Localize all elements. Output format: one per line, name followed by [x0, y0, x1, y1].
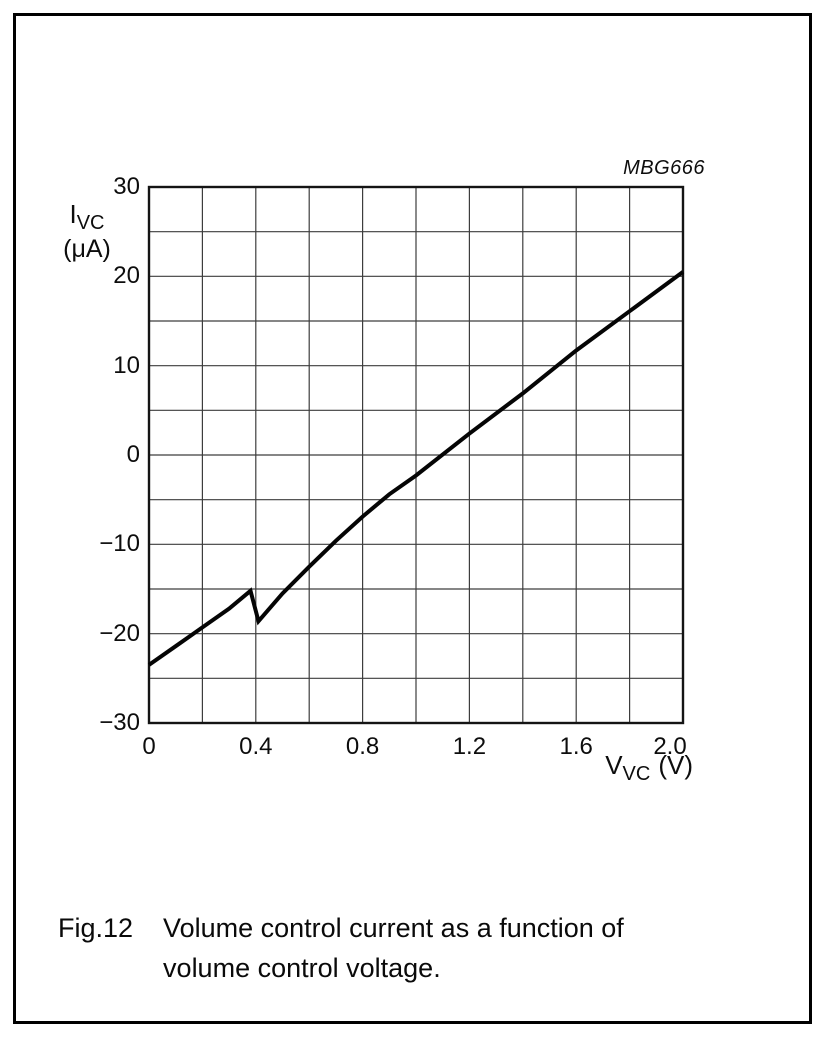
x-axis-symbol: V [605, 750, 623, 780]
x-axis-title: VVC (V) [605, 750, 693, 786]
caption-line-1: Volume control current as a function of [163, 913, 624, 943]
figure-number: Fig.12 [58, 913, 134, 943]
iv-curve [147, 270, 685, 667]
y-axis-symbol: IVC [69, 199, 105, 235]
caption-line-2: volume control voltage. [163, 953, 441, 983]
y-axis-title: IVC (μA) [45, 198, 129, 265]
y-axis-unit: (μA) [63, 235, 111, 263]
chart-code-label: MBG666 [623, 157, 705, 179]
plot-frame [147, 185, 685, 725]
figure-caption: Fig.12 Volume control current as a funct… [58, 908, 624, 988]
figure-caption-text: Volume control current as a function of … [163, 908, 624, 988]
x-axis-unit: (V) [658, 750, 693, 780]
